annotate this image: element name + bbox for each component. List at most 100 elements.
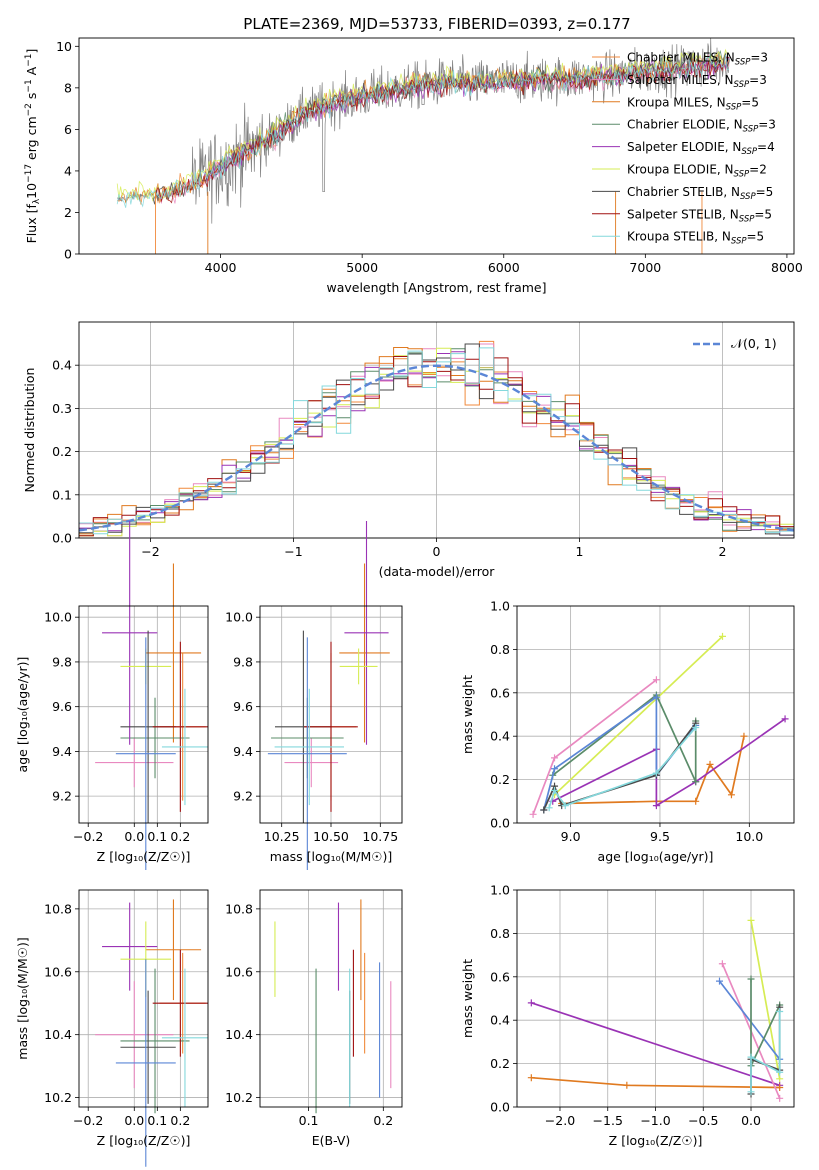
weight-track — [531, 1001, 780, 1087]
legend-label: Chabrier MILES, NSSP=3 — [627, 51, 768, 68]
weight-point — [706, 760, 714, 768]
weight-point — [692, 797, 700, 805]
x-tick-label: 10.25 — [264, 829, 300, 844]
weight-point — [776, 1068, 784, 1076]
x-tick-label: 0.1 — [147, 829, 167, 844]
y-tick-label: 0.4 — [52, 358, 72, 373]
legend-label: Kroupa MILES, NSSP=5 — [627, 95, 759, 112]
y-tick-label: 10.6 — [44, 964, 72, 979]
weight-point — [652, 769, 660, 777]
weight-point — [545, 804, 553, 812]
y-tick-label: 10.6 — [225, 964, 253, 979]
y-tick-label: 0.6 — [490, 969, 510, 984]
y-tick-label: 0.8 — [490, 642, 510, 657]
x-tick-label: 0.2 — [170, 1113, 190, 1128]
x-tick-label: 0.1 — [147, 1113, 167, 1128]
x-axis-label: Z [log₁₀(Z/Z☉)] — [97, 1133, 191, 1148]
x-tick-label: 5000 — [346, 260, 378, 275]
weight-point — [740, 732, 748, 740]
x-tick-label: 0.0 — [741, 1113, 761, 1128]
weight-point — [551, 765, 559, 773]
y-tick-label: 0.2 — [490, 772, 510, 787]
y-tick-label: 0.4 — [490, 1013, 510, 1028]
y-axis-label: mass weight — [460, 675, 475, 754]
x-tick-label: −1.5 — [593, 1113, 623, 1128]
residual-histogram — [79, 347, 794, 535]
y-tick-label: 0.0 — [490, 1100, 510, 1115]
x-tick-label: 9.5 — [650, 829, 670, 844]
y-axis-label: mass weight — [460, 959, 475, 1038]
y-tick-label: 10.8 — [44, 901, 72, 916]
axes-frame — [78, 37, 795, 255]
weight-track — [552, 693, 697, 783]
weight-point — [718, 960, 726, 968]
weight-point — [776, 1008, 784, 1016]
weight-point — [540, 806, 548, 814]
x-tick-label: 10.75 — [362, 829, 398, 844]
weight-point — [692, 724, 700, 732]
legend-label: Chabrier STELIB, NSSP=5 — [627, 185, 773, 202]
weight-point — [747, 916, 755, 924]
axes-frame — [78, 321, 795, 539]
y-axis-label: mass [log₁₀(M/M☉)] — [15, 937, 30, 1059]
y-axis-label: age [log₁₀(age/yr)] — [15, 657, 30, 773]
weight-track — [553, 635, 724, 796]
x-axis-label: (data-model)/error — [379, 564, 496, 579]
y-tick-label: 9.8 — [233, 654, 253, 669]
x-tick-label: 0.2 — [170, 829, 190, 844]
model-line — [116, 54, 729, 208]
weight-point — [652, 676, 660, 684]
y-tick-label: 8 — [64, 80, 72, 95]
y-axis-label: Normed distribution — [22, 368, 37, 493]
y-tick-label: 9.2 — [52, 789, 72, 804]
weight-point — [551, 786, 559, 794]
y-axis-label: Flux [fλ10−17 erg cm−2 s−1 A−1] — [24, 49, 42, 244]
y-tick-label: 4 — [64, 163, 72, 178]
x-tick-label: 4000 — [205, 260, 237, 275]
weight-point — [727, 791, 735, 799]
x-tick-label: −1 — [284, 544, 302, 559]
weight-track — [561, 736, 745, 805]
weight-point — [776, 1094, 784, 1102]
x-tick-label: −0.2 — [73, 1113, 103, 1128]
weight-point — [747, 1088, 755, 1096]
weight-point — [719, 632, 727, 640]
x-tick-label: −1.0 — [640, 1113, 670, 1128]
y-tick-label: 10.0 — [44, 610, 72, 625]
y-tick-label: 9.4 — [233, 744, 253, 759]
y-tick-label: 0 — [64, 247, 72, 262]
weight-point — [781, 715, 789, 723]
y-tick-label: 1.0 — [490, 599, 510, 614]
x-tick-label: 0.0 — [124, 829, 144, 844]
axes-frame — [516, 605, 795, 824]
y-tick-label: 6 — [64, 122, 72, 137]
legend-label: Chabrier ELODIE, NSSP=3 — [627, 118, 776, 135]
axes-frame — [516, 889, 795, 1108]
x-tick-label: 9.0 — [561, 829, 581, 844]
x-tick-label: 1 — [576, 544, 584, 559]
x-axis-label: wavelength [Angstrom, rest frame] — [326, 280, 546, 295]
legend-label: Salpeter STELIB, NSSP=5 — [627, 207, 772, 224]
x-axis-label: age [log₁₀(age/yr)] — [598, 849, 714, 864]
y-tick-label: 1.0 — [490, 883, 510, 898]
weight-point — [652, 802, 660, 810]
axes-frame — [259, 889, 403, 1108]
weight-point — [776, 1083, 784, 1091]
y-tick-label: 0.0 — [52, 531, 72, 546]
y-tick-label: 9.2 — [233, 789, 253, 804]
x-axis-label: E(B-V) — [312, 1133, 351, 1148]
weight-point — [527, 1074, 535, 1082]
y-tick-label: 9.6 — [52, 699, 72, 714]
x-tick-label: 0.0 — [124, 1113, 144, 1128]
x-tick-label: −0.2 — [73, 829, 103, 844]
x-tick-label: 2 — [719, 544, 727, 559]
y-tick-label: 0.4 — [490, 729, 510, 744]
x-axis-label: Z [log₁₀(Z/Z☉)] — [97, 849, 191, 864]
y-tick-label: 10 — [56, 39, 72, 54]
y-tick-label: 10.2 — [225, 1090, 253, 1105]
y-tick-label: 0.1 — [52, 487, 72, 502]
weight-point — [551, 754, 559, 762]
x-axis-label: Z [log₁₀(Z/Z☉)] — [609, 1133, 703, 1148]
legend-label: 𝒩(0, 1) — [731, 336, 777, 351]
